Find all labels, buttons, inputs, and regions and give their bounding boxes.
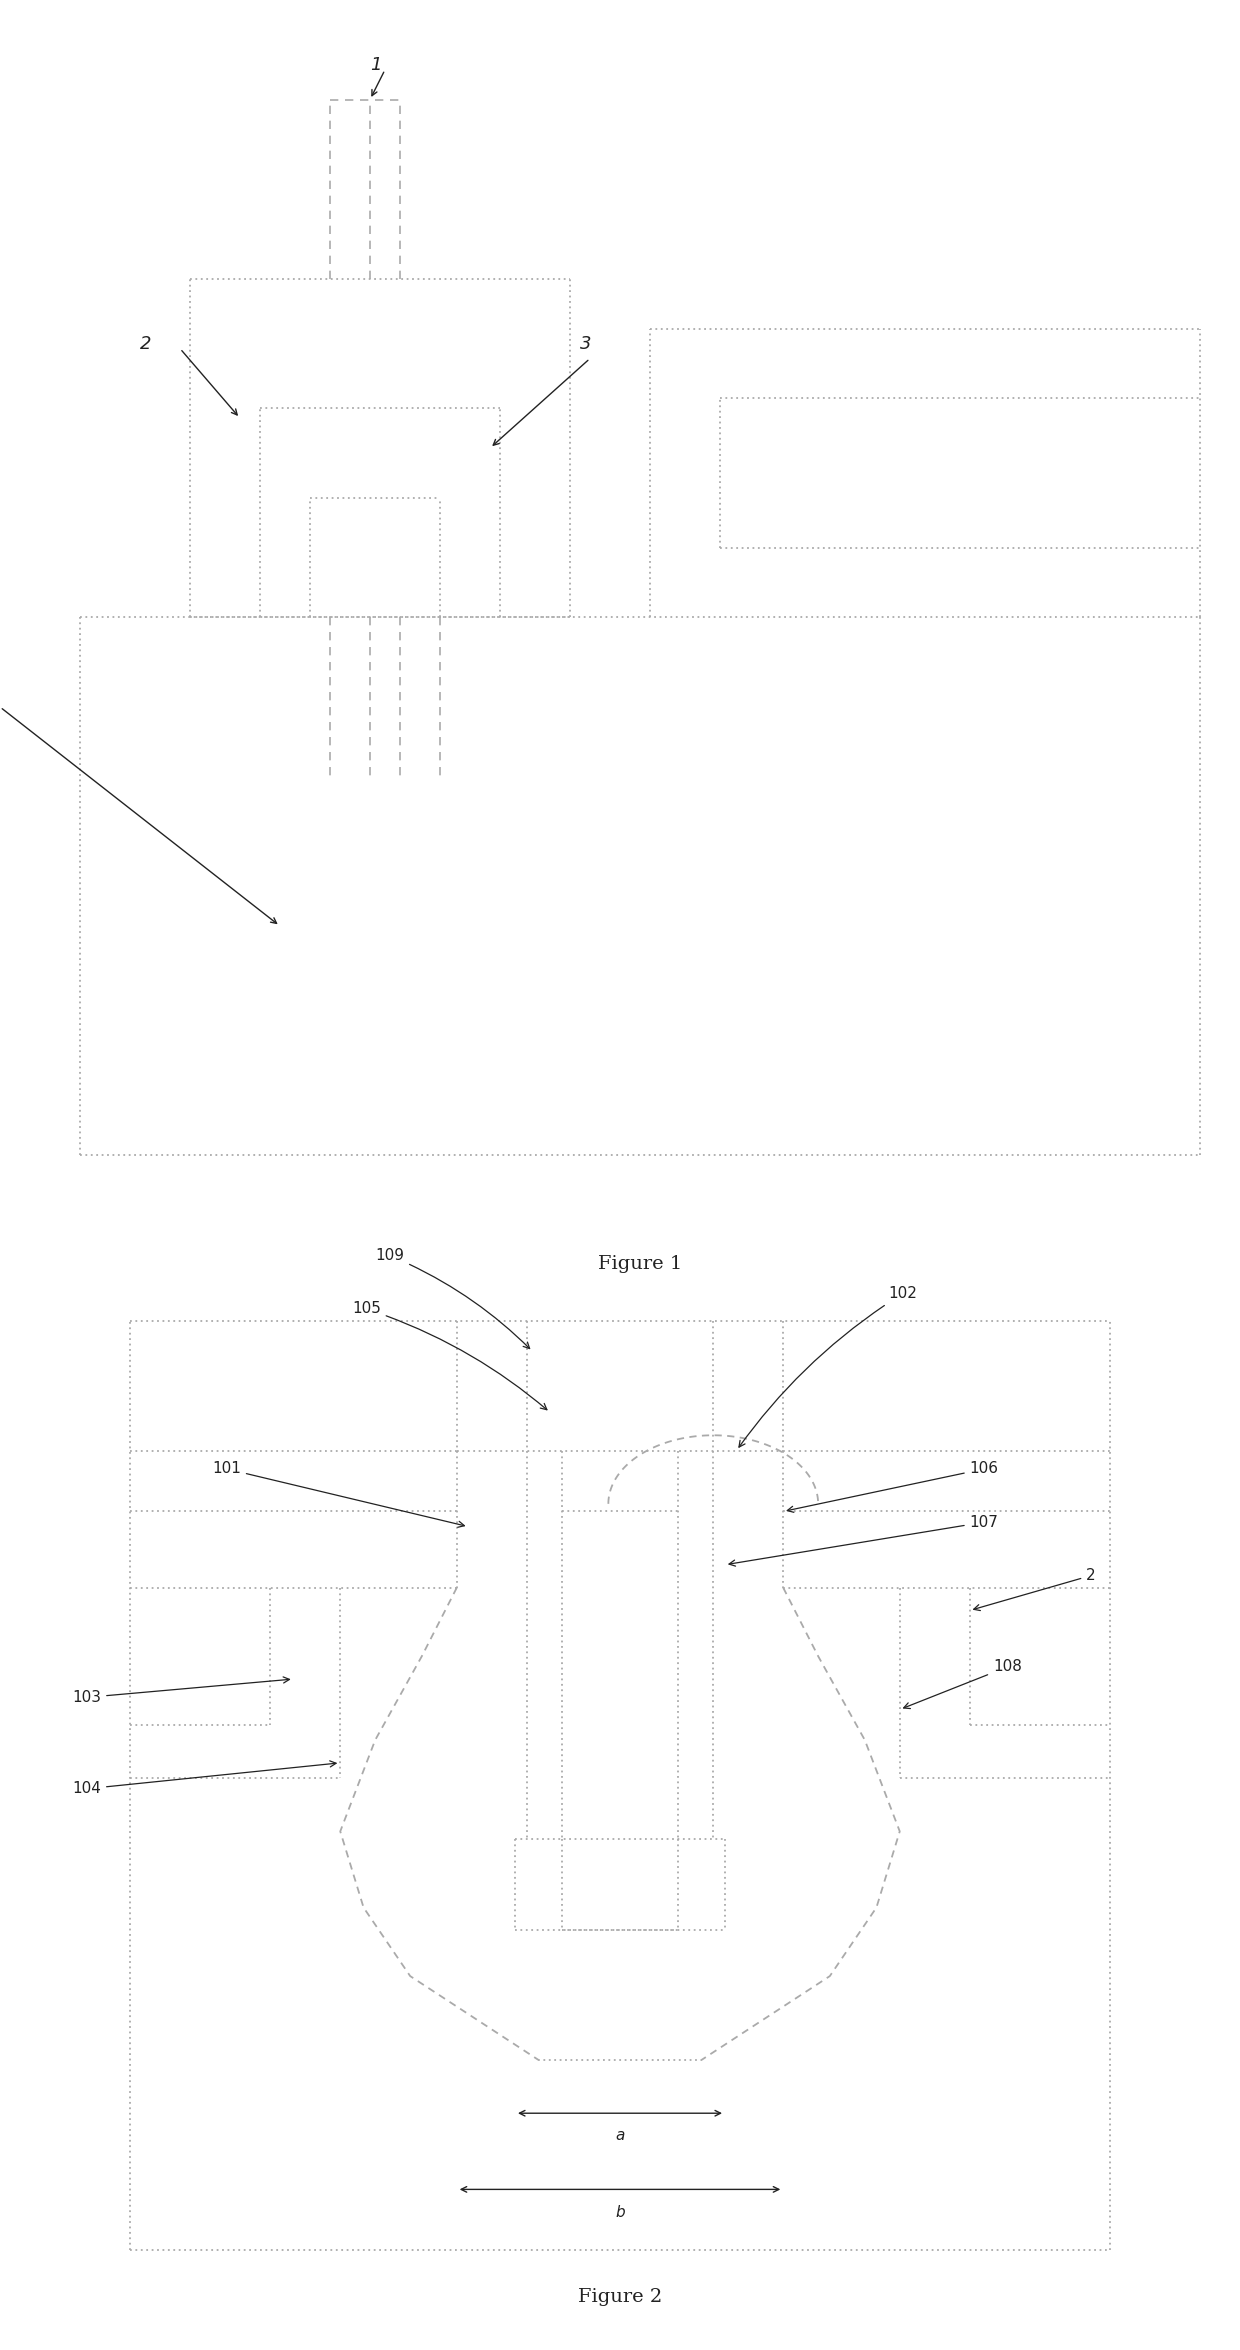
- Text: 103: 103: [72, 1678, 289, 1704]
- Text: 3: 3: [580, 334, 591, 352]
- Text: Figure 2: Figure 2: [578, 2289, 662, 2305]
- Text: 109: 109: [376, 1248, 529, 1349]
- Text: 104: 104: [72, 1760, 336, 1795]
- Text: Figure 1: Figure 1: [598, 1255, 682, 1274]
- Text: 101: 101: [212, 1462, 465, 1528]
- Text: b: b: [615, 2204, 625, 2221]
- Text: 105: 105: [352, 1302, 547, 1410]
- Text: a: a: [615, 2129, 625, 2143]
- Text: 108: 108: [904, 1659, 1022, 1708]
- Text: 2: 2: [140, 334, 151, 352]
- Text: 106: 106: [787, 1462, 998, 1513]
- Text: 107: 107: [729, 1516, 998, 1565]
- Text: 102: 102: [739, 1285, 916, 1448]
- Text: 2: 2: [973, 1567, 1096, 1610]
- Text: 1: 1: [370, 56, 382, 73]
